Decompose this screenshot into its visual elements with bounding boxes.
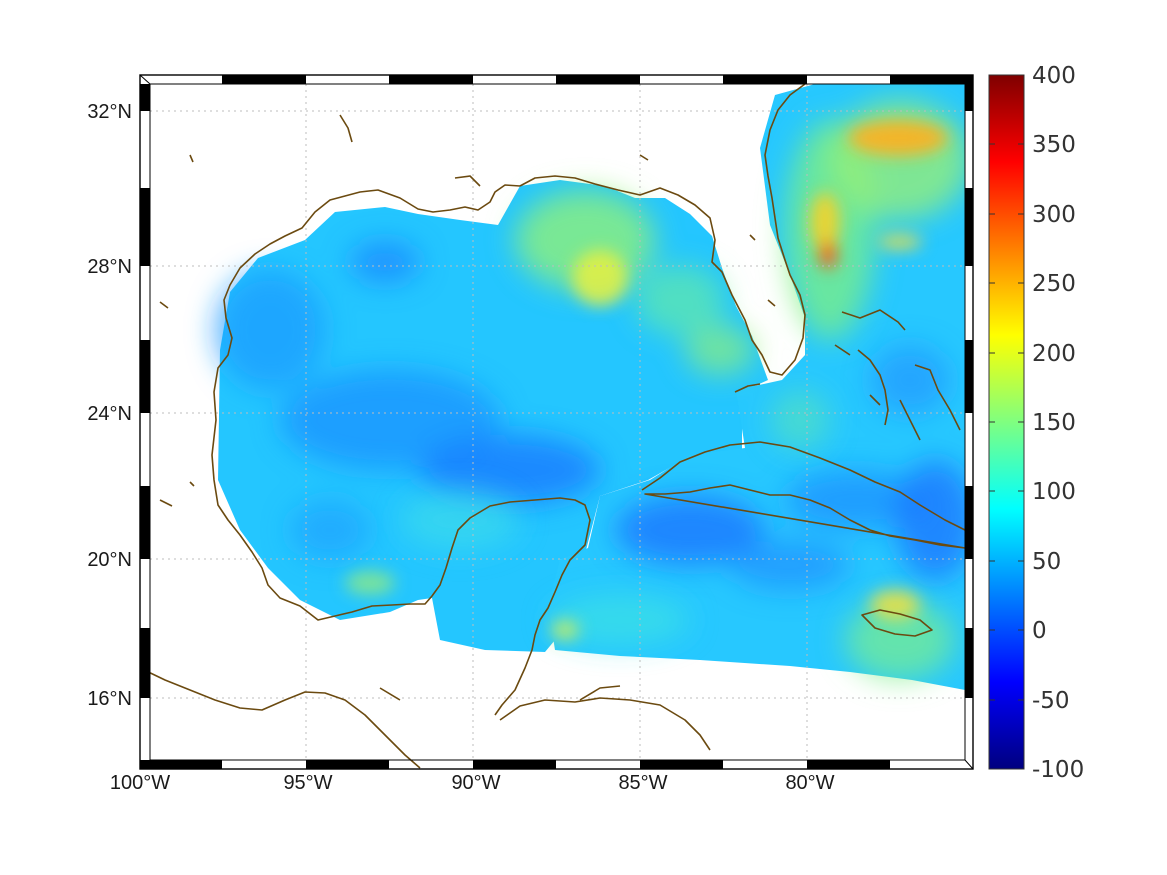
y-tick-labels: 32°N 28°N 24°N 20°N 16°N xyxy=(87,101,132,710)
y-tick-label: 24°N xyxy=(87,403,132,425)
cuba-coastline xyxy=(641,441,966,549)
x-tick-label: 100°W xyxy=(110,772,170,794)
high-value-patches xyxy=(345,120,948,640)
x-tick-labels: 100°W 95°W 90°W 85°W 80°W xyxy=(110,772,835,794)
colorbar-tick-label: 50 xyxy=(1032,549,1061,575)
gulf-west-coastline xyxy=(211,184,591,716)
small-islands xyxy=(159,114,776,701)
coastlines xyxy=(139,83,966,769)
y-tick-label: 20°N xyxy=(87,549,132,571)
colorbar-tick-label: 100 xyxy=(1032,479,1076,505)
colorbar-tick-label: 250 xyxy=(1032,271,1076,297)
y-tick-label: 16°N xyxy=(87,688,132,710)
map-frame xyxy=(139,74,974,770)
low-value-patches xyxy=(215,242,965,590)
colorbar-tick-label: 200 xyxy=(1032,341,1076,367)
colorbar-tick-label: 300 xyxy=(1032,202,1076,228)
lat-lon-grid xyxy=(150,84,965,760)
honduras-coastline xyxy=(499,697,711,751)
colorbar: 400 350 300 250 200 150 100 50 0 -50 -10… xyxy=(988,63,1084,783)
colorbar-tick-label: 350 xyxy=(1032,132,1076,158)
colorbar-tick-label: -50 xyxy=(1032,688,1070,714)
colorbar-tick-label: -100 xyxy=(1032,757,1084,783)
jamaica-coastline xyxy=(861,609,933,637)
bahamas-coastline xyxy=(834,309,961,441)
x-tick-label: 80°W xyxy=(785,772,834,794)
x-tick-label: 90°W xyxy=(451,772,500,794)
x-tick-label: 85°W xyxy=(618,772,667,794)
y-tick-label: 32°N xyxy=(87,101,132,123)
x-tick-label: 95°W xyxy=(283,772,332,794)
central-america-coastline xyxy=(139,667,421,769)
colorbar-tick-label: 0 xyxy=(1032,618,1047,644)
y-tick-label: 28°N xyxy=(87,256,132,278)
colorbar-tick-label: 150 xyxy=(1032,410,1076,436)
florida-coastline xyxy=(519,83,806,376)
colorbar-tick-label: 400 xyxy=(1032,63,1076,89)
data-field xyxy=(215,84,965,690)
